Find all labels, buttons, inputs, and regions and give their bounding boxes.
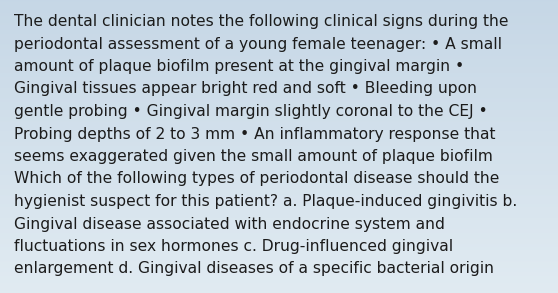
Text: fluctuations in sex hormones c. Drug-influenced gingival: fluctuations in sex hormones c. Drug-inf… — [14, 239, 453, 254]
Text: gentle probing • Gingival margin slightly coronal to the CEJ •: gentle probing • Gingival margin slightl… — [14, 104, 488, 119]
Text: periodontal assessment of a young female teenager: • A small: periodontal assessment of a young female… — [14, 37, 502, 52]
Text: Which of the following types of periodontal disease should the: Which of the following types of periodon… — [14, 171, 499, 187]
Text: amount of plaque biofilm present at the gingival margin •: amount of plaque biofilm present at the … — [14, 59, 464, 74]
Text: Probing depths of 2 to 3 mm • An inflammatory response that: Probing depths of 2 to 3 mm • An inflamm… — [14, 127, 496, 142]
Text: Gingival tissues appear bright red and soft • Bleeding upon: Gingival tissues appear bright red and s… — [14, 81, 477, 96]
Text: The dental clinician notes the following clinical signs during the: The dental clinician notes the following… — [14, 14, 508, 29]
Text: Gingival disease associated with endocrine system and: Gingival disease associated with endocri… — [14, 217, 445, 231]
Text: hygienist suspect for this patient? a. Plaque-induced gingivitis b.: hygienist suspect for this patient? a. P… — [14, 194, 517, 209]
Text: seems exaggerated given the small amount of plaque biofilm: seems exaggerated given the small amount… — [14, 149, 493, 164]
Text: enlargement d. Gingival diseases of a specific bacterial origin: enlargement d. Gingival diseases of a sp… — [14, 261, 494, 277]
